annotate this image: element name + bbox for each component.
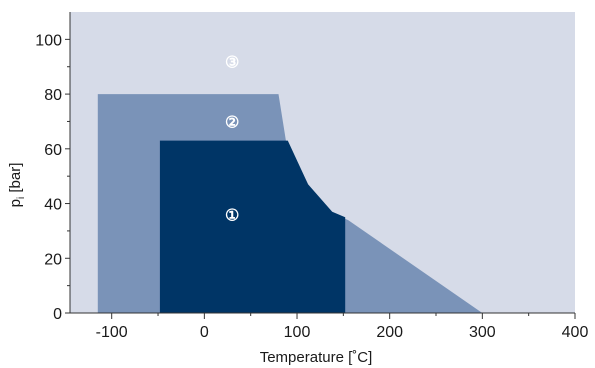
y-tick-label: 40 bbox=[44, 197, 62, 214]
x-tick-label: 400 bbox=[562, 324, 589, 341]
x-tick-label: 0 bbox=[200, 324, 209, 341]
regions-layer bbox=[70, 12, 575, 313]
region-1-label: ③ bbox=[225, 54, 239, 71]
x-tick-label: 100 bbox=[284, 324, 311, 341]
region-3-area bbox=[159, 140, 346, 313]
region-2-label: ② bbox=[225, 114, 239, 131]
x-tick-label: -100 bbox=[96, 324, 128, 341]
x-tick-label: 300 bbox=[469, 324, 496, 341]
y-tick-label: 0 bbox=[53, 306, 62, 323]
y-axis-title: pi [bar] bbox=[7, 163, 27, 208]
region-3-label: ① bbox=[225, 207, 239, 224]
y-axis-title-unit: [bar] bbox=[7, 163, 24, 197]
y-tick-label: 60 bbox=[44, 142, 62, 159]
region-labels-layer: ③ ② ① bbox=[225, 54, 239, 224]
y-axis-title-main: p bbox=[7, 199, 24, 207]
y-tick-label: 80 bbox=[44, 87, 62, 104]
y-tick-label: 100 bbox=[35, 32, 62, 49]
axes-layer: -100 0 100 200 300 400 0 20 40 60 80 100 bbox=[35, 12, 588, 341]
x-tick-label: 200 bbox=[376, 324, 403, 341]
y-tick-label: 20 bbox=[44, 251, 62, 268]
x-axis-title: Temperature [˚C] bbox=[260, 349, 373, 366]
y-axis-title-subscript: i bbox=[16, 197, 27, 199]
